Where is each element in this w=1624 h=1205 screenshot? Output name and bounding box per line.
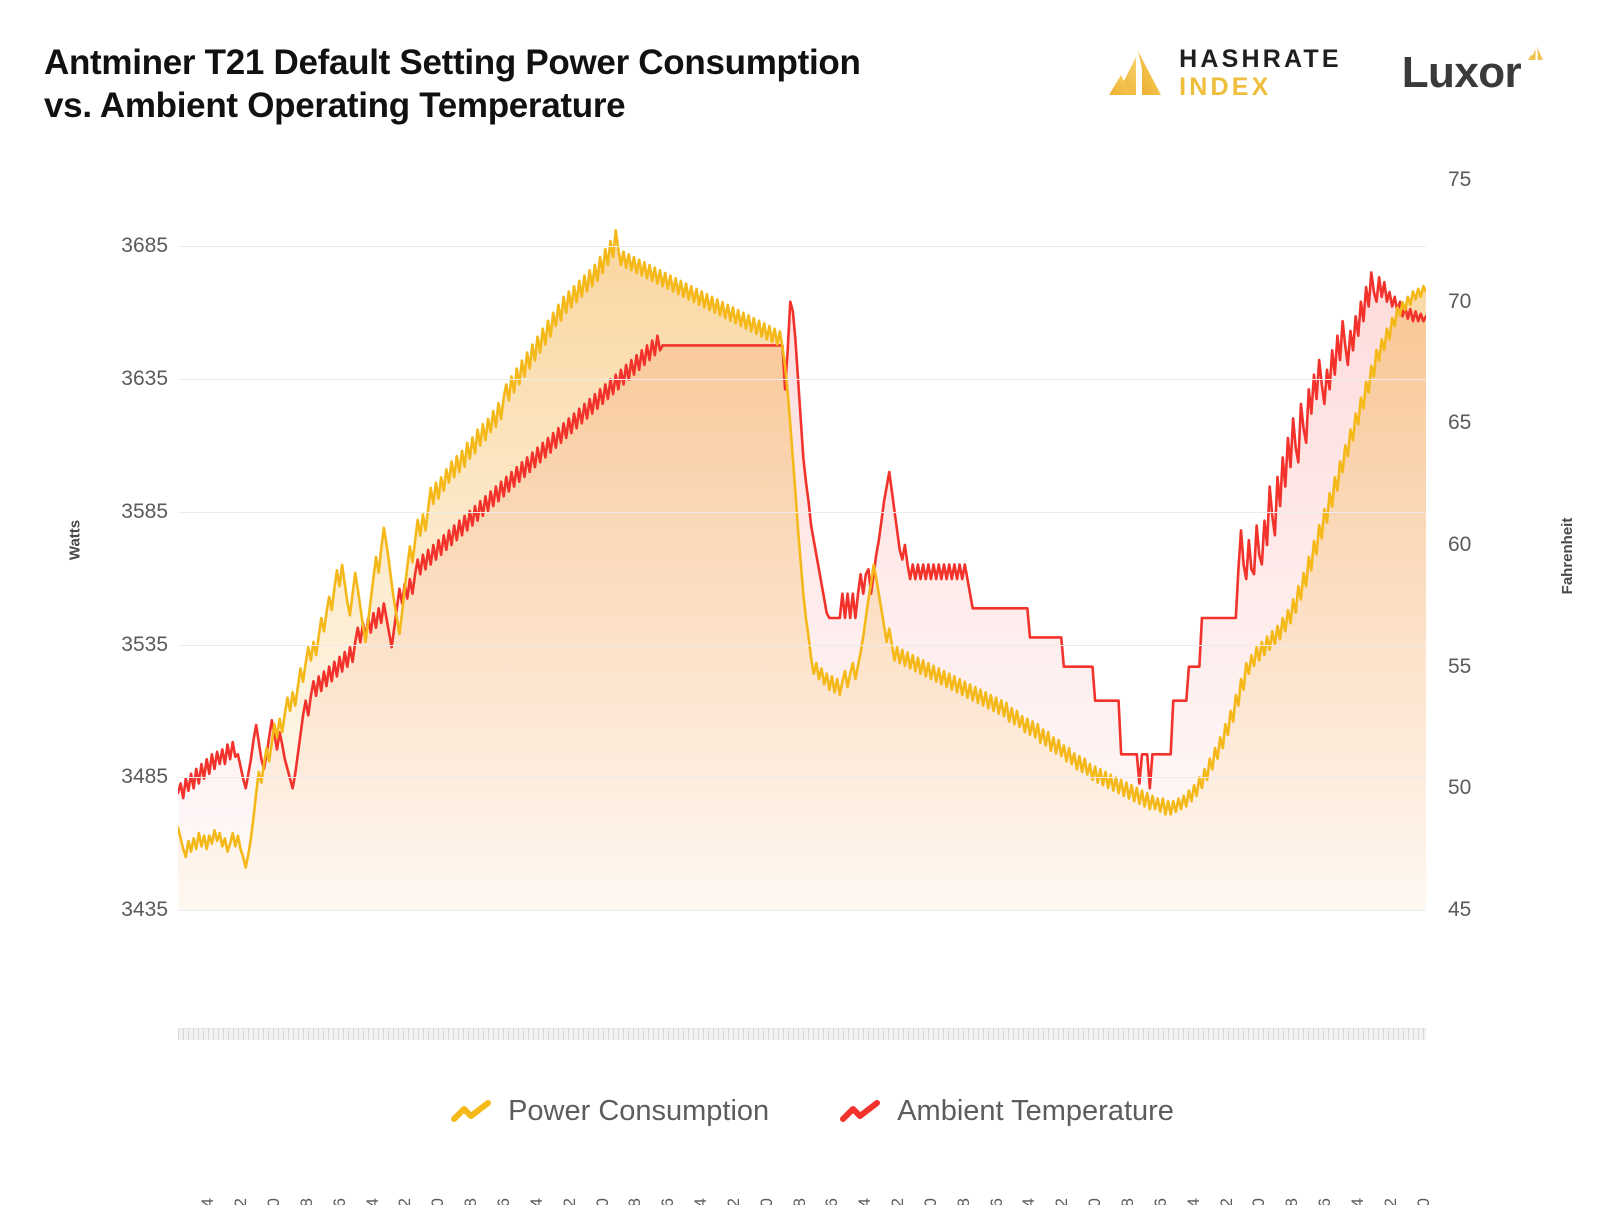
x-axis-tick-label: 3/21/2024 1:52	[888, 1198, 908, 1205]
luxor-wordmark: Luxor	[1401, 48, 1522, 97]
x-axis-tick-label: 3/21/2024 8:16	[1151, 1198, 1171, 1205]
y-axis-left-ticks: 3685 3635 3585 3535 3485 3435	[40, 180, 168, 921]
y-axis-right-ticks: 75 70 65 60 55 50 45	[1448, 168, 1538, 921]
gridline	[178, 511, 1426, 513]
x-axis-tick-label: 3/21/2024 6:40	[1085, 1198, 1105, 1205]
x-axis-tick-label: 3/21/2024 2:40	[921, 1198, 941, 1205]
power-area	[178, 230, 1426, 910]
y-axis-left-tick: 3685	[121, 234, 168, 258]
gridline	[178, 644, 1426, 646]
y-axis-left-tick: 3535	[121, 632, 168, 656]
x-axis-tick-label: 3/21/2024 9:52	[1217, 1198, 1237, 1205]
page-header: Antminer T21 Default Setting Power Consu…	[0, 0, 1624, 150]
x-axis-tick-label: 3/21/2024 4:16	[987, 1198, 1007, 1205]
x-axis-tick-label: 3/20/2024 19:28	[625, 1198, 645, 1205]
x-axis-tick-label: 3/20/2024 20:16	[658, 1198, 678, 1205]
mountain-icon	[1109, 51, 1162, 95]
y-axis-right-tick: 70	[1448, 289, 1472, 313]
gridline	[178, 379, 1426, 381]
x-axis-tick-label: 3/20/2024 21:04	[691, 1198, 711, 1205]
y-axis-right-tick: 55	[1448, 654, 1472, 678]
luxor-peak-icon	[1528, 46, 1543, 60]
y-axis-right-tick: 65	[1448, 411, 1472, 435]
y-axis-left-tick: 3635	[121, 367, 168, 391]
legend-item[interactable]: Ambient Temperature	[839, 1095, 1174, 1128]
x-axis-tick-label: 3/20/2024 21:52	[724, 1198, 744, 1205]
x-axis-tick-label: 3/21/2024 1:04	[855, 1198, 875, 1205]
chart-container: Watts Fahrenheit 3685 3635 3585 3535 3485 343…	[0, 150, 1624, 1205]
x-axis-tick-label: 3/21/2024 11:28	[1282, 1198, 1302, 1205]
x-axis-tick-label: 3/20/2024 18:40	[593, 1198, 613, 1205]
y-axis-right-tick: 50	[1448, 776, 1472, 800]
y-axis-right-tick: 45	[1448, 898, 1472, 921]
brand-bar: HASHRATE INDEX Luxor	[1107, 45, 1544, 101]
y-axis-left-tick: 3485	[121, 765, 168, 789]
x-axis-tick-label: 3/20/2024 23:28	[790, 1198, 810, 1205]
temperature-line	[176, 271, 1428, 800]
chart-legend: Power Consumption Ambient Temperature	[0, 1095, 1624, 1128]
x-axis-tick-label: 3/20/2024 22:40	[757, 1198, 777, 1205]
x-axis-tick-label: 3/20/2024 11:28	[297, 1198, 317, 1205]
x-axis-tick-label: 3/20/2024 12:16	[330, 1198, 350, 1205]
x-axis-tick-label: 3/20/2024 13:52	[395, 1198, 415, 1205]
x-axis-tick-label: 3/20/2024 10:40	[264, 1198, 284, 1205]
hashrate-index-line1: HASHRATE	[1179, 45, 1342, 73]
x-axis-tick-label: 3/21/2024 7:28	[1118, 1198, 1138, 1205]
gridline	[178, 246, 1426, 248]
x-axis-tick-label: 3/20/2024 16:16	[494, 1198, 514, 1205]
gridline	[178, 910, 1426, 911]
series-svg	[176, 229, 1428, 911]
x-axis-tick-label: 3/21/2024 14:40	[1414, 1198, 1434, 1205]
x-axis-tick-label: 3/21/2024 12:16	[1315, 1198, 1335, 1205]
luxor-logo: Luxor	[1401, 46, 1544, 97]
hashrate-index-line2: INDEX	[1179, 73, 1272, 101]
x-axis-tick-label: 3/21/2024 10:40	[1249, 1198, 1269, 1205]
y-axis-right-tick: 60	[1448, 533, 1472, 556]
x-axis-tick-label: 3/21/2024 3:28	[954, 1198, 974, 1205]
x-axis-tick-label: 3/21/2024 5:52	[1052, 1198, 1072, 1205]
x-axis-tick-label: 3/20/2024 15:28	[461, 1198, 481, 1205]
legend-item[interactable]: Power Consumption	[450, 1095, 769, 1128]
gridline	[178, 777, 1426, 779]
x-axis-tick-label: 3/20/2024 17:52	[560, 1198, 580, 1205]
x-axis-tick-label: 3/20/2024 14:40	[428, 1198, 448, 1205]
y-axis-right-tick: 75	[1448, 168, 1472, 191]
trend-line-icon	[451, 1099, 492, 1122]
y-axis-left-tick: 3585	[121, 499, 168, 523]
y-axis-right-label: Fahrenheit	[1559, 517, 1577, 594]
x-axis-tick-label: 3/21/2024 9:04	[1184, 1198, 1204, 1205]
x-axis-tick-label: 3/21/2024 5:04	[1019, 1198, 1039, 1205]
x-axis-tick-label: 3/21/2024 0:16	[822, 1198, 842, 1205]
x-axis-tick-label: 3/20/2024 9:52	[231, 1198, 251, 1205]
x-axis-tick-strip[interactable]	[178, 1028, 1426, 1040]
x-axis-tick-label: 3/20/2024 13:04	[363, 1198, 383, 1205]
legend-label: Power Consumption	[508, 1095, 770, 1127]
y-axis-left-tick: 3435	[121, 898, 168, 921]
hashrate-index-wordmark: HASHRATE INDEX	[1179, 45, 1342, 101]
x-axis-tick-label: 3/21/2024 13:04	[1348, 1198, 1368, 1205]
x-axis-tick-label: 3/20/2024 9:04	[198, 1198, 218, 1205]
trend-line-icon	[840, 1099, 881, 1122]
power-line	[176, 229, 1428, 869]
plot-area[interactable]	[176, 180, 1428, 911]
x-axis-tick-label: 3/20/2024 17:04	[527, 1198, 547, 1205]
legend-label: Ambient Temperature	[897, 1095, 1174, 1127]
hashrate-index-logo: HASHRATE INDEX	[1107, 45, 1342, 101]
x-axis-tick-label: 3/21/2024 13:52	[1381, 1198, 1401, 1205]
page-title: Antminer T21 Default Setting Power Consu…	[44, 43, 861, 125]
